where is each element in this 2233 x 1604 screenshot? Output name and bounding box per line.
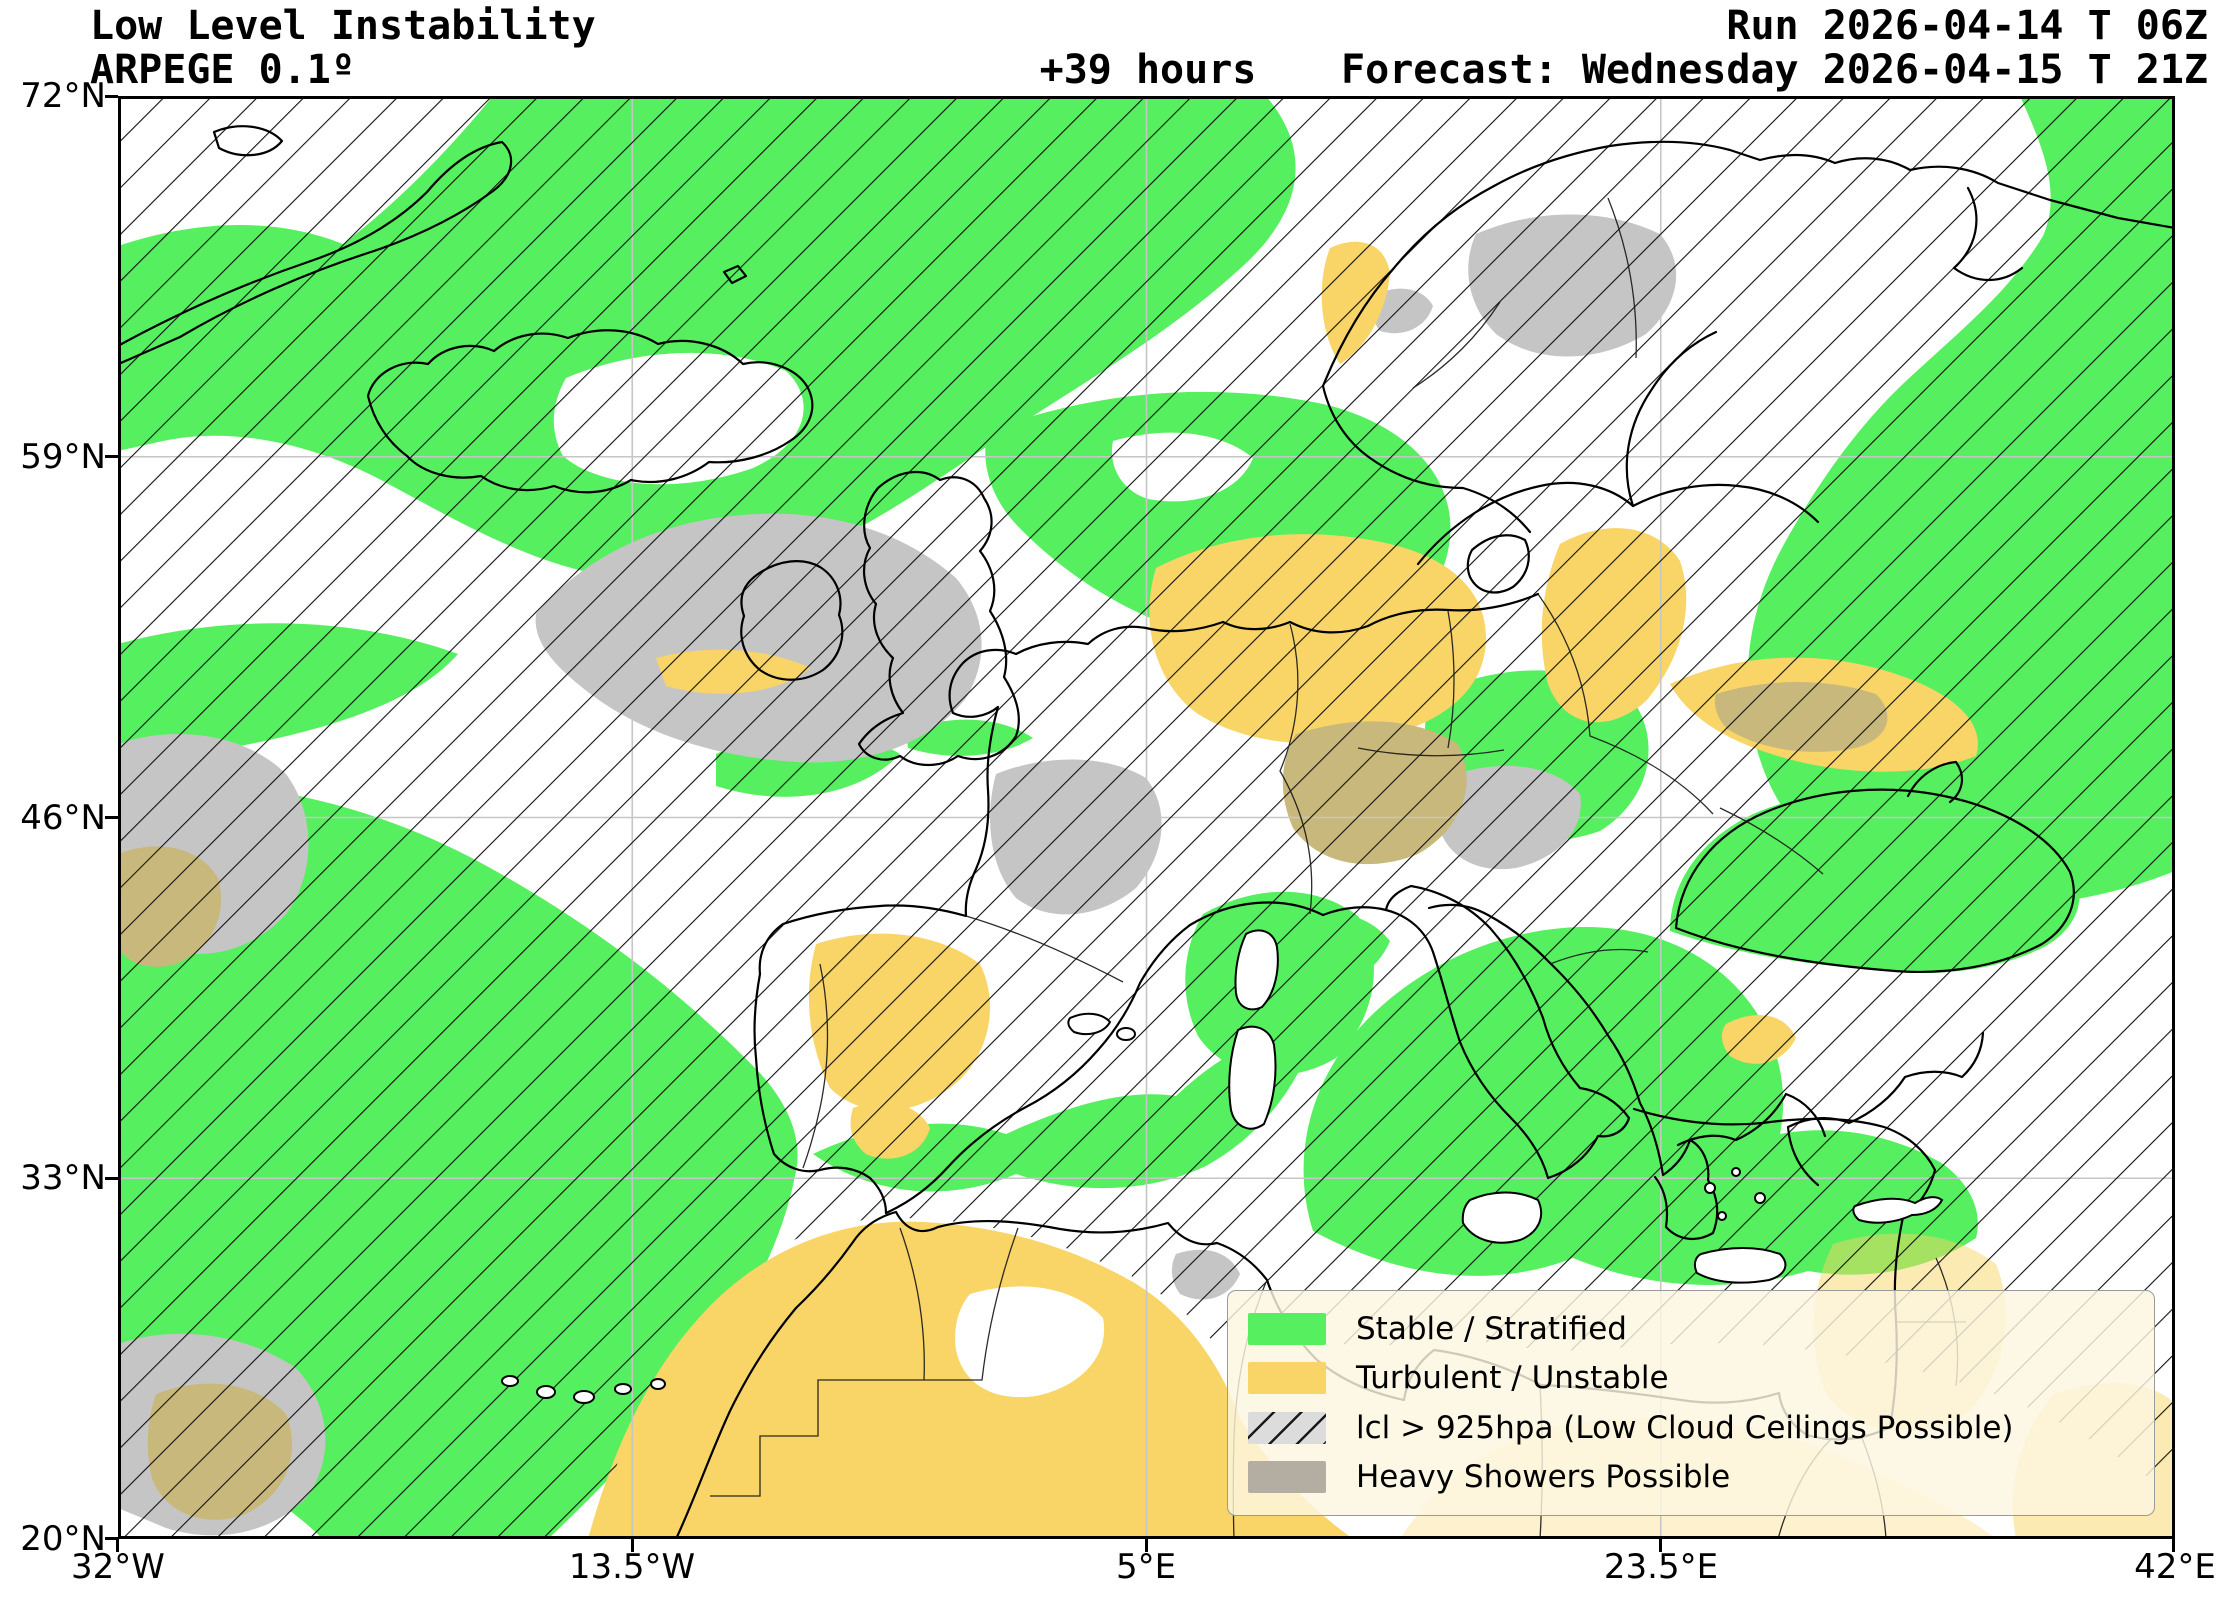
map-canvas [118, 96, 2175, 1539]
map-frame [118, 96, 2175, 1539]
forecast-valid-time: Forecast: Wednesday 2026-04-15 T 21Z [1341, 47, 2208, 93]
lead-time: +39 hours [1039, 47, 1257, 93]
y-axis-label-20n: 20°N [20, 1519, 106, 1559]
map-title: Low Level Instability [90, 3, 596, 49]
legend-item-stable: Stable / Stratified [1248, 1305, 2134, 1353]
hatch-swatch-icon [1248, 1411, 1326, 1444]
y-axis-label-59n: 59°N [20, 437, 106, 477]
y-axis-label-33n: 33°N [20, 1158, 106, 1198]
model-name: ARPEGE 0.1º [90, 47, 355, 93]
x-tick [1659, 1539, 1662, 1552]
x-axis-label-135w: 13.5°W [568, 1547, 696, 1587]
y-tick [105, 1177, 118, 1180]
x-tick [116, 1539, 119, 1552]
x-axis-label-42e: 42°E [2134, 1547, 2216, 1587]
map-legend: Stable / Stratified Turbulent / Unstable… [1227, 1290, 2155, 1516]
y-tick [105, 455, 118, 458]
y-tick [105, 1537, 118, 1540]
legend-item-turbulent: Turbulent / Unstable [1248, 1354, 2134, 1402]
turbulent-swatch-icon [1248, 1362, 1326, 1395]
legend-label: Heavy Showers Possible [1356, 1458, 1731, 1495]
x-axis-label-235e: 23.5°E [1603, 1547, 1719, 1587]
stable-swatch-icon [1248, 1313, 1326, 1345]
legend-item-heavy-showers: Heavy Showers Possible [1248, 1453, 2134, 1501]
x-tick [631, 1539, 634, 1552]
run-time: Run 2026-04-14 T 06Z [1726, 3, 2208, 49]
islands [501, 929, 1944, 1404]
y-tick [105, 816, 118, 819]
legend-item-low-cloud: lcl > 925hpa (Low Cloud Ceilings Possibl… [1248, 1404, 2134, 1452]
y-axis-label-46n: 46°N [20, 798, 106, 838]
x-tick [2172, 1539, 2175, 1552]
x-axis-label-32w: 32°W [71, 1547, 165, 1587]
hatch-overlay [118, 96, 2175, 1539]
x-axis-label-5e: 5°E [1115, 1547, 1177, 1587]
legend-label: lcl > 925hpa (Low Cloud Ceilings Possibl… [1356, 1409, 2014, 1446]
y-axis-label-72n: 72°N [20, 76, 106, 116]
heavy-showers-swatch-icon [1248, 1460, 1326, 1493]
legend-label: Stable / Stratified [1356, 1311, 1627, 1347]
legend-label: Turbulent / Unstable [1356, 1360, 1669, 1397]
x-tick [1145, 1539, 1148, 1552]
map-area: Stable / Stratified Turbulent / Unstable… [118, 96, 2175, 1539]
y-tick [105, 95, 118, 98]
